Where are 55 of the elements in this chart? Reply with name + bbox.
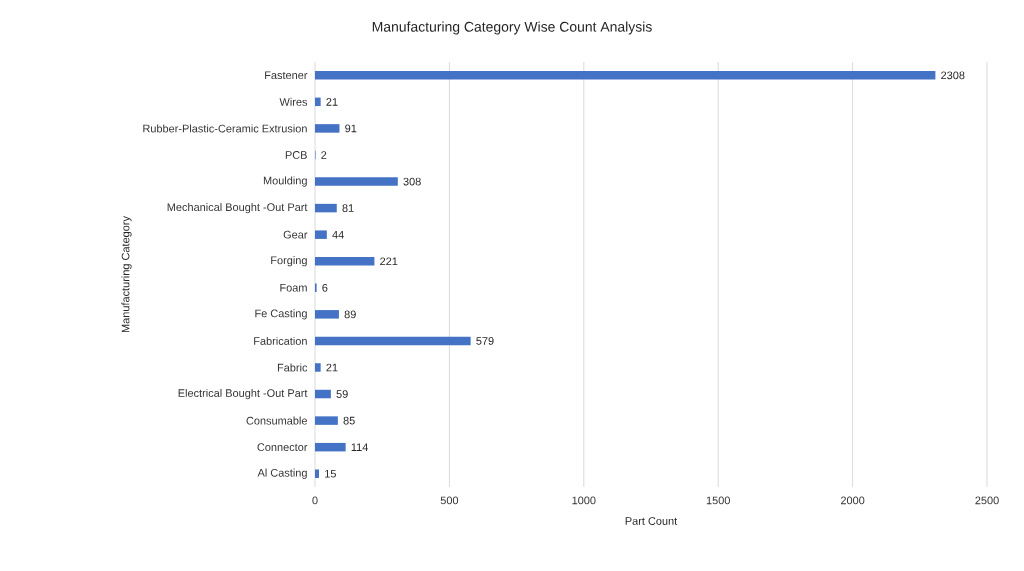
x-tick-label: 0 [312,496,318,505]
y-axis-title: Manufacturing Category [121,216,132,333]
bar [315,230,327,239]
bar [315,416,338,425]
bar [315,469,320,478]
chart-title: Manufacturing Category Wise Count Analysis [372,21,652,35]
data-label: 114 [351,443,368,451]
bar [315,71,936,80]
data-label: 221 [380,257,398,266]
y-tick-label: Foam [280,283,307,292]
y-tick-label: Wires [279,97,308,106]
data-label: 6 [322,283,328,292]
y-tick-label: Consumable [246,416,307,425]
bar [315,363,321,372]
data-label: 89 [344,310,356,319]
data-label: 21 [326,363,338,372]
data-label: 579 [476,337,494,345]
x-tick-label: 1000 [572,496,596,505]
data-label: 85 [343,416,355,425]
y-tick-label: Electrical Bought -Out Part [178,388,308,400]
data-label: 44 [332,230,344,239]
x-tick-label: 500 [440,496,459,505]
y-tick-label: Connector [257,443,308,452]
y-tick-label: Forging [271,256,307,267]
bar [315,389,331,399]
data-label: 91 [345,124,357,133]
y-tick-label: Fastener [265,71,308,80]
bar [315,442,346,452]
data-label: 15 [325,469,336,478]
data-label: 59 [336,390,348,398]
x-tick-label: 1500 [706,496,730,505]
bar [315,177,398,186]
y-tick-label: Rubber-Plastic-Ceramic Extrusion [143,124,307,133]
bar [315,124,340,133]
x-tick-label: 2500 [975,496,999,505]
bar [315,97,321,107]
data-label: 81 [342,204,354,212]
x-tick-label: 2000 [840,496,865,505]
data-label: 21 [326,98,338,106]
y-tick-label: Moulding [263,176,307,187]
bar [315,336,471,346]
y-tick-label: Fabric [277,363,308,372]
y-tick-label: Fabrication [254,336,307,345]
bar [315,310,339,319]
y-tick-label: Al Casting [257,468,307,479]
y-tick-label: Gear [283,230,308,239]
bar [315,203,337,213]
x-axis-title: Part Count [625,517,678,525]
y-tick-label: Fe Casting [255,309,307,320]
data-label: 2 [321,151,327,159]
y-tick-label: PCB [285,151,307,159]
data-label: 308 [403,177,421,186]
data-label: 2308 [941,71,965,80]
y-tick-label: Mechanical Bought -Out Part [167,202,308,214]
bar [315,256,375,266]
